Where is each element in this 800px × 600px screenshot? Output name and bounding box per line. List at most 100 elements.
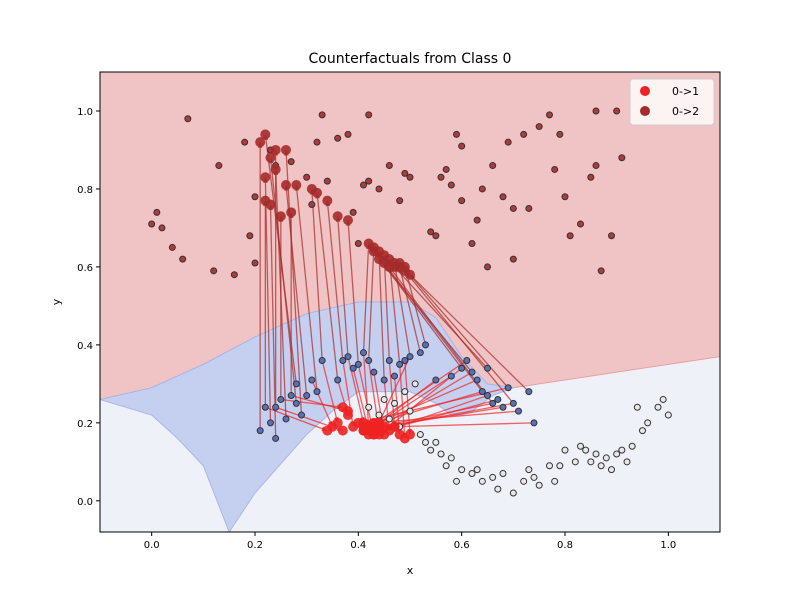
point-class0 [292, 399, 300, 407]
cf-point-to-2 [281, 144, 291, 155]
point-class2 [148, 220, 156, 228]
cf-arrow-to-2 [347, 220, 359, 365]
point-class1 [602, 454, 610, 462]
point-class2 [323, 177, 331, 185]
point-class2 [613, 107, 621, 115]
cf-arrow-to-1 [373, 410, 519, 424]
point-class2 [385, 162, 393, 170]
point-class0 [499, 403, 507, 411]
cf-point-to-2 [368, 246, 379, 257]
point-class0 [277, 395, 285, 403]
cf-point-to-2 [322, 195, 333, 206]
point-class0 [406, 353, 414, 361]
point-class2 [504, 138, 512, 146]
cf-arrow-to-2 [393, 262, 411, 357]
cf-arrow-to-2 [311, 188, 323, 361]
point-class0 [303, 392, 311, 400]
point-class2 [158, 224, 166, 232]
point-class1 [473, 466, 481, 474]
point-class1 [608, 466, 615, 474]
point-class0 [515, 407, 522, 415]
cf-point-to-1 [337, 425, 348, 436]
x-axis-ticks: 0.0 0.2 0.4 0.6 0.8 1.0 [144, 532, 676, 551]
point-class1 [489, 473, 497, 481]
point-class2 [592, 162, 600, 170]
point-class2 [535, 123, 543, 131]
point-class1 [432, 438, 440, 446]
point-class2 [478, 185, 486, 193]
point-class0 [525, 388, 533, 396]
cf-arrow-to-2 [388, 259, 401, 365]
counterfactual-points [255, 129, 415, 444]
point-class1 [628, 442, 636, 450]
cf-arrow-to-2 [264, 177, 272, 423]
chart-title: Counterfactuals from Class 0 [309, 51, 512, 67]
cf-point-to-2 [394, 258, 405, 269]
point-class0 [494, 395, 502, 403]
point-class2 [287, 158, 295, 166]
cf-arrow-to-2 [362, 243, 370, 353]
point-class0 [349, 364, 357, 372]
y-tick-label: 0.6 [77, 263, 93, 274]
point-class1 [401, 388, 409, 396]
cf-arrow-to-1 [362, 352, 370, 427]
cf-point-to-2 [260, 129, 271, 140]
point-class1 [447, 454, 455, 462]
point-class1 [551, 477, 559, 485]
point-class1 [633, 403, 641, 411]
point-class2 [365, 111, 373, 119]
cf-arrow-to-2 [285, 149, 303, 416]
cf-arrow-to-1 [311, 379, 334, 428]
x-tick-label: 0.0 [144, 540, 160, 551]
point-class2 [592, 107, 600, 115]
y-tick-label: 0.4 [77, 341, 93, 352]
point-class0 [365, 356, 373, 364]
cf-arrow-to-1 [394, 422, 535, 428]
point-class1 [582, 446, 590, 454]
point-class1 [385, 415, 393, 423]
cf-arrow-to-2 [383, 262, 483, 393]
legend-marker-0-2 [640, 106, 650, 116]
point-class2 [458, 142, 466, 150]
point-class2 [241, 138, 249, 146]
cf-point-to-2 [286, 207, 297, 218]
point-class0 [463, 356, 471, 364]
point-class2 [577, 220, 584, 228]
point-class1 [597, 462, 605, 470]
point-class2 [396, 197, 404, 205]
point-class0 [308, 376, 316, 384]
point-class1 [391, 399, 398, 407]
point-class2 [210, 267, 218, 275]
point-class1 [561, 446, 569, 454]
point-class2 [468, 240, 476, 248]
point-class1 [654, 403, 662, 411]
point-class0 [484, 392, 491, 400]
point-class2 [349, 208, 357, 216]
cf-point-to-2 [343, 215, 353, 226]
point-class0 [370, 368, 378, 376]
cf-arrow-to-2 [285, 184, 308, 396]
cf-point-to-1 [379, 421, 390, 432]
x-tick-label: 1.0 [660, 540, 676, 551]
point-class2 [179, 255, 187, 263]
x-tick-label: 0.4 [350, 540, 366, 551]
cf-arrow-to-2 [316, 192, 339, 381]
cf-point-to-2 [275, 211, 286, 222]
point-class1 [618, 446, 626, 454]
point-class2 [442, 165, 450, 173]
point-class1 [380, 395, 388, 403]
cf-point-to-2 [260, 195, 271, 206]
cf-arrow-to-1 [280, 398, 343, 408]
point-class1 [525, 466, 533, 474]
point-class1 [577, 442, 584, 450]
cf-point-to-1 [358, 425, 369, 436]
point-class0 [318, 356, 326, 364]
point-class0 [391, 372, 398, 380]
point-class0 [282, 415, 290, 423]
point-class0 [385, 356, 393, 364]
point-class2 [313, 138, 321, 146]
cf-point-to-2 [332, 211, 343, 222]
point-class1 [587, 458, 595, 466]
point-class0 [447, 372, 455, 380]
cf-point-to-1 [343, 406, 353, 417]
